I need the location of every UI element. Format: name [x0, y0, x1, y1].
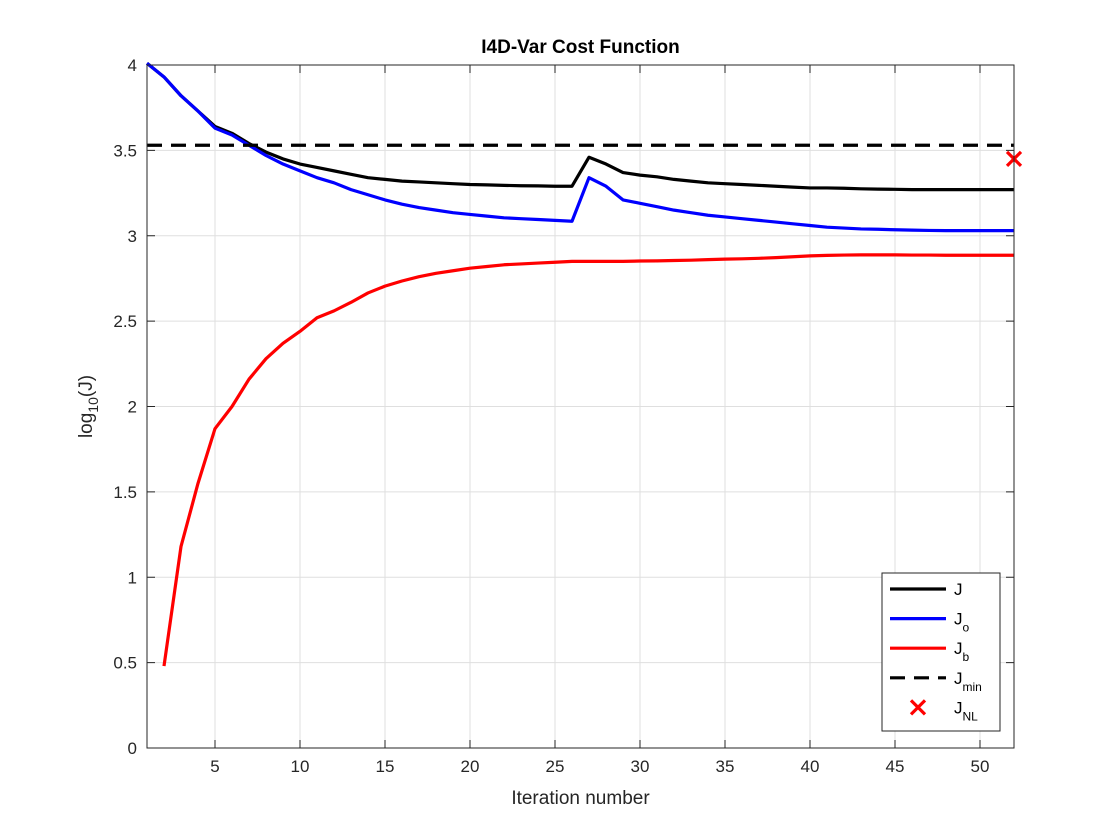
y-tick-label: 3 — [128, 227, 137, 246]
y-axis-title-tail: (J) — [76, 375, 97, 397]
series-line-o — [145, 62, 1014, 233]
x-tick-label: 20 — [461, 757, 480, 776]
legend-entry-b: Jb — [890, 639, 970, 664]
legend-box — [881, 572, 1001, 732]
legend-label: JNL — [954, 698, 978, 723]
ticks: 5 10 15 20 25 30 35 40 45 50 0 0.5 1 1.5 2 2.5 3 3.5 4 — [113, 56, 1014, 776]
legend-label: Jb — [954, 639, 970, 664]
x-tick-label: 45 — [886, 757, 905, 776]
legend-label: Jmin — [954, 669, 982, 694]
series-layer — [145, 62, 1014, 667]
x-tick-label: 5 — [210, 757, 219, 776]
legend-entry-min: Jmin — [890, 669, 982, 694]
x-axis-title: Iteration number — [511, 788, 650, 809]
x-tick-label: 50 — [971, 757, 990, 776]
legend: J Jo Jb Jmin JNL — [881, 572, 1001, 732]
x-tick-label: 35 — [716, 757, 735, 776]
chart-title: I4D-Var Cost Function — [481, 37, 679, 58]
y-tick-label: 4 — [128, 56, 137, 75]
legend-label: Jo — [954, 610, 970, 635]
x-tick-label: 10 — [291, 757, 310, 776]
legend-entry-o: Jo — [890, 610, 970, 635]
legend-entry-total: J — [890, 580, 963, 599]
y-tick-label: 0 — [128, 739, 137, 758]
y-tick-label: 1.5 — [113, 483, 137, 502]
y-axis-title: log10(J) — [76, 375, 101, 438]
x-tick-label: 15 — [376, 757, 395, 776]
y-tick-label: 2.5 — [113, 312, 137, 331]
series-line-total — [145, 62, 1014, 192]
y-axis-title-sub: 10 — [85, 397, 101, 413]
y-axis-title-base: log — [76, 413, 97, 438]
series-line-b — [162, 253, 1014, 667]
x-tick-label: 25 — [546, 757, 565, 776]
y-tick-label: 1 — [128, 568, 137, 587]
legend-label: J — [954, 580, 963, 599]
y-tick-label: 3.5 — [113, 141, 137, 160]
x-tick-label: 30 — [631, 757, 650, 776]
x-tick-label: 40 — [801, 757, 820, 776]
y-tick-label: 2 — [128, 398, 137, 417]
y-tick-label: 0.5 — [113, 654, 137, 673]
legend-entry-NL: JNL — [909, 698, 978, 723]
